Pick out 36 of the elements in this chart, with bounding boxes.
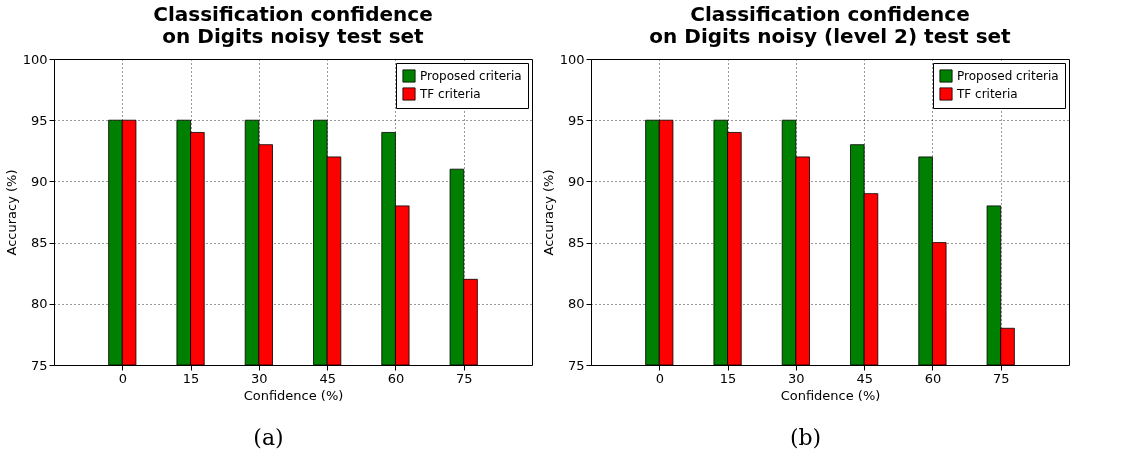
y-tick-label: 95 [567, 112, 585, 128]
y-axis-title: Accuracy (%) [540, 169, 556, 256]
x-tick-label: 60 [387, 370, 405, 386]
text: (a) [253, 425, 284, 450]
y-tick-label: 90 [567, 173, 585, 189]
chart-title: Classification confidence on Digits noisy test set [153, 2, 433, 48]
y-tick-label: 100 [559, 51, 585, 67]
y-axis-title: Accuracy (%) [3, 169, 19, 256]
y-tick-label: 100 [22, 51, 48, 67]
x-tick-label: 30 [788, 370, 805, 386]
y-tick-label: 80 [30, 296, 48, 312]
y-tick-label: 95 [30, 112, 48, 128]
x-tick-label: 60 [924, 370, 942, 386]
y-tick-label: 75 [567, 357, 585, 373]
x-tick-label: 15 [719, 370, 737, 386]
x-tick-label: 0 [118, 370, 127, 386]
legend-label: TF criteria [956, 87, 1018, 101]
x-axis-title: Confidence (%) [780, 387, 881, 403]
text: (b) [789, 425, 822, 450]
y-tick-label: 90 [30, 173, 48, 189]
chart-title: Classification confidence on Digits noisy (level 2) test set [649, 2, 1012, 48]
legend-label: TF criteria [419, 87, 481, 101]
legend-label: Proposed criteria [957, 69, 1059, 83]
x-tick-label: 30 [251, 370, 268, 386]
x-tick-label: 45 [856, 370, 873, 386]
x-tick-label: 0 [655, 370, 664, 386]
y-tick-label: 75 [30, 357, 48, 373]
x-tick-label: 45 [319, 370, 336, 386]
x-tick-label: 75 [992, 370, 1010, 386]
x-axis-title: Confidence (%) [243, 387, 344, 403]
x-tick-label: 15 [182, 370, 200, 386]
y-tick-label: 80 [567, 296, 585, 312]
y-tick-label: 85 [567, 235, 585, 251]
legend-label: Proposed criteria [420, 69, 522, 83]
y-tick-label: 85 [30, 235, 48, 251]
x-tick-label: 75 [455, 370, 473, 386]
